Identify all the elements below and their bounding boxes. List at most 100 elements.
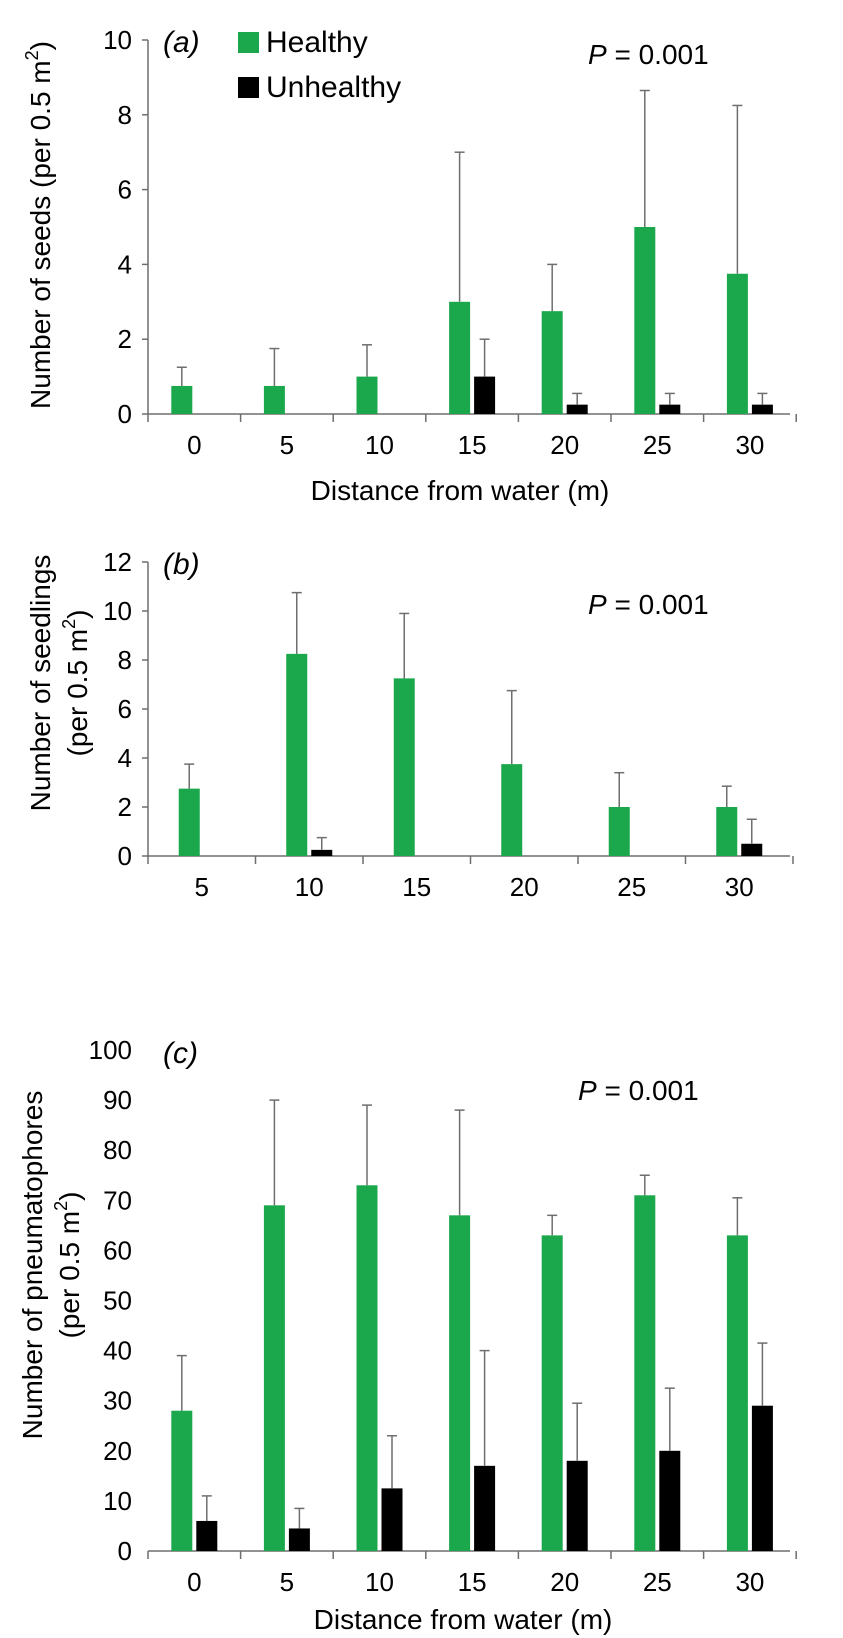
panel-c-bar-unhealthy	[659, 1450, 681, 1551]
panel-b-bar-healthy	[608, 807, 630, 856]
panel-b-x-tick-label: 20	[510, 872, 539, 902]
panel-a-y-axis-title-main: Number of seeds (per 0.5 m	[25, 60, 56, 409]
panel-c-y-axis-title-end: )	[54, 1192, 85, 1201]
legend-healthy-swatch	[238, 32, 259, 53]
panel-c-y-tick-label: 90	[103, 1085, 132, 1115]
panel-a-bar-unhealthy	[474, 376, 496, 414]
panel-c-p-number: = 0.001	[597, 1075, 699, 1106]
panel-b-x-tick-label: 25	[617, 872, 646, 902]
panel-c-y-tick-label: 10	[103, 1486, 132, 1516]
panel-b-y-axis-title-sup: 2	[59, 619, 79, 629]
panel-a-y-axis-title: Number of seeds (per 0.5 m2)	[22, 41, 56, 409]
panel-c-p-symbol: P	[578, 1075, 597, 1106]
panel-b-x-tick-label: 10	[295, 872, 324, 902]
panel-a-y-tick-label: 8	[118, 100, 132, 130]
panel-a-p-number: = 0.001	[607, 39, 709, 70]
panel-b-bar-unhealthy	[741, 843, 763, 856]
panel-a-x-tick-label: 30	[735, 430, 764, 460]
panel-a-bar-unhealthy	[751, 404, 773, 414]
panel-a-bar-unhealthy	[659, 404, 681, 414]
panel-b-y-tick-label: 12	[103, 547, 132, 577]
panel-b-p-number: = 0.001	[607, 589, 709, 620]
panel-c-x-tick-label: 25	[643, 1567, 672, 1597]
panel-a-y-tick-label: 6	[118, 175, 132, 205]
panel-c: (c) Number of pneumatophores (per 0.5 m2…	[17, 1035, 797, 1635]
panel-c-bar-healthy	[356, 1185, 378, 1551]
panel-c-p-value: P = 0.001	[578, 1075, 699, 1106]
panel-a-plot: 0 2 4 6 8 10 0 5 10 15 20 25 30	[103, 25, 797, 460]
panel-a-x-axis-title: Distance from water (m)	[311, 475, 610, 506]
panel-a-label: (a)	[163, 26, 200, 59]
panel-b-y-tick-label: 2	[118, 792, 132, 822]
panel-a-bar-unhealthy	[566, 404, 588, 414]
panel-a-x-tick-label: 0	[187, 430, 201, 460]
panel-b-y-tick-label: 4	[118, 743, 132, 773]
panel-a-bar-healthy	[726, 273, 748, 414]
panel-a-bar-healthy	[634, 227, 656, 414]
panel-a-x-tick-label: 25	[643, 430, 672, 460]
panel-c-label: (c)	[163, 1037, 198, 1070]
panel-c-y-tick-label: 0	[118, 1536, 132, 1566]
panel-b-bar-healthy	[393, 678, 415, 856]
panel-a-y-tick-label: 2	[118, 324, 132, 354]
panel-c-y-axis-title-line2: (per 0.5 m2)	[51, 1192, 85, 1339]
panel-c-bar-healthy	[449, 1215, 471, 1551]
panel-b-p-symbol: P	[588, 589, 607, 620]
panel-a-p-value: P = 0.001	[588, 39, 709, 70]
panel-c-bar-unhealthy	[751, 1405, 773, 1551]
panel-c-y-tick-label: 70	[103, 1185, 132, 1215]
panel-b-y-tick-label: 10	[103, 596, 132, 626]
panel-c-bar-unhealthy	[566, 1460, 588, 1551]
panel-b-y-tick-label: 0	[118, 841, 132, 871]
panel-c-y-axis-title-line1: Number of pneumatophores	[17, 1091, 48, 1440]
legend-unhealthy-label: Unhealthy	[266, 71, 401, 104]
panel-c-x-tick-label: 10	[365, 1567, 394, 1597]
panel-c-bar-healthy	[171, 1410, 193, 1551]
panel-b-bar-healthy	[501, 764, 523, 856]
panel-c-x-tick-label: 5	[280, 1567, 294, 1597]
panel-c-x-tick-label: 0	[187, 1567, 201, 1597]
panel-c-bar-unhealthy	[474, 1465, 496, 1551]
panel-a-x-tick-label: 15	[458, 430, 487, 460]
panel-a-y-tick-label: 10	[103, 25, 132, 55]
panel-a-bar-healthy	[171, 385, 193, 414]
panel-b: (b) Number of seedlings (per 0.5 m2) P =…	[25, 547, 794, 902]
panel-c-y-tick-label: 60	[103, 1235, 132, 1265]
legend-healthy-label: Healthy	[266, 26, 368, 59]
panel-b-plot: 0 2 4 6 8 10 12 5 10 15 20 25 30	[103, 547, 794, 902]
panel-c-y-tick-label: 80	[103, 1135, 132, 1165]
panel-a-x-tick-label: 20	[550, 430, 579, 460]
panel-a-bar-healthy	[541, 311, 563, 414]
panel-c-plot: 0 10 20 30 40 50 60 70 80 90 100 0 5 10 15 20 25 30	[89, 1035, 797, 1597]
panel-c-y-tick-label: 30	[103, 1386, 132, 1416]
panel-b-x-tick-label: 5	[195, 872, 209, 902]
panel-a-bar-healthy	[449, 301, 471, 414]
legend-unhealthy-swatch	[238, 77, 259, 98]
panel-c-bar-unhealthy	[381, 1488, 403, 1551]
panel-b-y-axis-title-main: (per 0.5 m	[62, 629, 93, 757]
panel-a-p-symbol: P	[588, 39, 607, 70]
panel-c-bar-healthy	[634, 1195, 656, 1551]
panel-b-bar-healthy	[178, 788, 200, 856]
panel-b-y-tick-label: 8	[118, 645, 132, 675]
panel-c-y-tick-label: 20	[103, 1436, 132, 1466]
panel-b-x-tick-label: 30	[725, 872, 754, 902]
panel-a-bar-healthy	[263, 385, 285, 414]
panel-b-label: (b)	[163, 548, 200, 581]
panel-a-x-tick-label: 10	[365, 430, 394, 460]
panel-c-y-tick-label: 40	[103, 1336, 132, 1366]
panel-c-x-tick-label: 15	[458, 1567, 487, 1597]
panel-c-y-axis-title-main: (per 0.5 m	[54, 1211, 85, 1339]
panel-b-x-tick-label: 15	[402, 872, 431, 902]
panel-c-y-axis-title-sup: 2	[51, 1201, 71, 1211]
panel-c-x-tick-label: 20	[550, 1567, 579, 1597]
panel-a-x-tick-label: 5	[280, 430, 294, 460]
panel-a-bar-healthy	[356, 376, 378, 414]
panel-a-y-tick-label: 0	[118, 399, 132, 429]
panel-c-y-tick-label: 100	[89, 1035, 132, 1065]
panel-c-x-axis-title: Distance from water (m)	[314, 1604, 613, 1635]
panel-b-y-axis-title-end: )	[62, 610, 93, 619]
panel-a-y-axis-title-sup: 2	[22, 50, 42, 60]
panel-b-y-axis-title-line1: Number of seedlings	[25, 555, 56, 812]
